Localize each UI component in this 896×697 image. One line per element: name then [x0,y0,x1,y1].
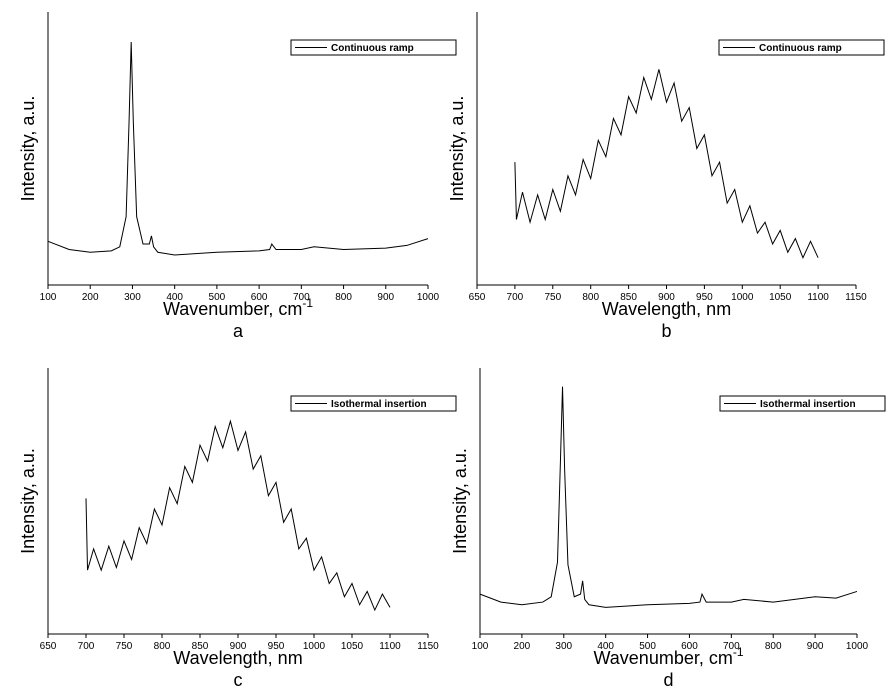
y-axis-label: Intensity, a.u. [447,96,467,202]
x-tick-label: 1050 [341,641,364,652]
x-tick-label: 1100 [379,641,401,652]
panel-caption: d [663,670,673,690]
x-tick-label: 900 [230,641,247,652]
x-axis-label: Wavelength, nm [602,299,731,319]
x-axis-label-text: Wavelength, nm [173,648,302,668]
x-tick-label: 900 [658,292,675,303]
legend-label: Isothermal insertion [760,399,856,410]
x-axis-label: Wavenumber, cm-1 [163,296,313,319]
x-tick-label: 1100 [807,292,829,303]
series-line [47,42,429,256]
legend-box [290,39,457,56]
x-tick-label: 500 [209,292,226,303]
x-tick-label: 1000 [303,641,326,652]
series-line [479,386,858,608]
x-tick-label: 650 [469,292,486,303]
panel-caption: b [661,321,671,341]
x-tick-label: 850 [620,292,637,303]
x-tick-label: 700 [293,292,310,303]
x-tick-label: 400 [597,641,614,652]
x-tick-label: 200 [82,292,99,303]
x-tick-label: 800 [582,292,599,303]
x-axis-label-sup: -1 [733,645,744,659]
legend-label: Continuous ramp [331,43,414,54]
x-tick-label: 700 [723,641,740,652]
x-tick-label: 1000 [731,292,754,303]
x-tick-label: 900 [377,292,394,303]
x-tick-label: 950 [268,641,285,652]
x-tick-label: 800 [765,641,782,652]
series-line [514,69,819,259]
x-tick-label: 950 [696,292,713,303]
x-tick-label: 750 [116,641,133,652]
panel-caption: c [234,670,243,690]
x-axis-label: Wavenumber, cm-1 [593,645,743,668]
x-tick-label: 1150 [417,641,439,652]
x-tick-label: 200 [514,641,531,652]
x-axis-label-sup: -1 [302,296,313,310]
x-tick-label: 500 [639,641,656,652]
x-tick-label: 300 [555,641,572,652]
x-tick-label: 1000 [417,292,440,303]
x-tick-label: 1050 [769,292,792,303]
y-axis-label: Intensity, a.u. [18,448,38,554]
legend-label: Continuous ramp [759,43,842,54]
series-line [85,419,391,612]
legend-box [718,39,885,56]
x-axis-label: Wavelength, nm [173,648,302,668]
x-tick-label: 900 [807,641,824,652]
x-tick-label: 800 [154,641,171,652]
y-axis-label: Intensity, a.u. [450,448,470,554]
legend-box [719,395,886,412]
x-tick-label: 400 [166,292,183,303]
x-axis-label-text: Wavenumber, cm [163,299,302,319]
x-axis-label-text: Wavelength, nm [602,299,731,319]
x-tick-label: 700 [78,641,95,652]
legend-label: Isothermal insertion [331,399,427,410]
panel-caption: a [233,321,244,341]
x-tick-label: 800 [335,292,352,303]
legend-box [290,395,457,412]
x-tick-label: 600 [681,641,698,652]
y-axis-label: Intensity, a.u. [18,96,38,202]
x-axis-label-text: Wavenumber, cm [593,648,732,668]
x-tick-label: 1000 [846,641,869,652]
x-tick-label: 1150 [845,292,867,303]
x-tick-label: 850 [192,641,209,652]
x-tick-label: 100 [472,641,489,652]
x-tick-label: 700 [507,292,524,303]
x-tick-label: 650 [40,641,57,652]
x-tick-label: 600 [251,292,268,303]
x-tick-label: 750 [544,292,561,303]
x-tick-label: 300 [124,292,141,303]
x-tick-label: 100 [40,292,57,303]
